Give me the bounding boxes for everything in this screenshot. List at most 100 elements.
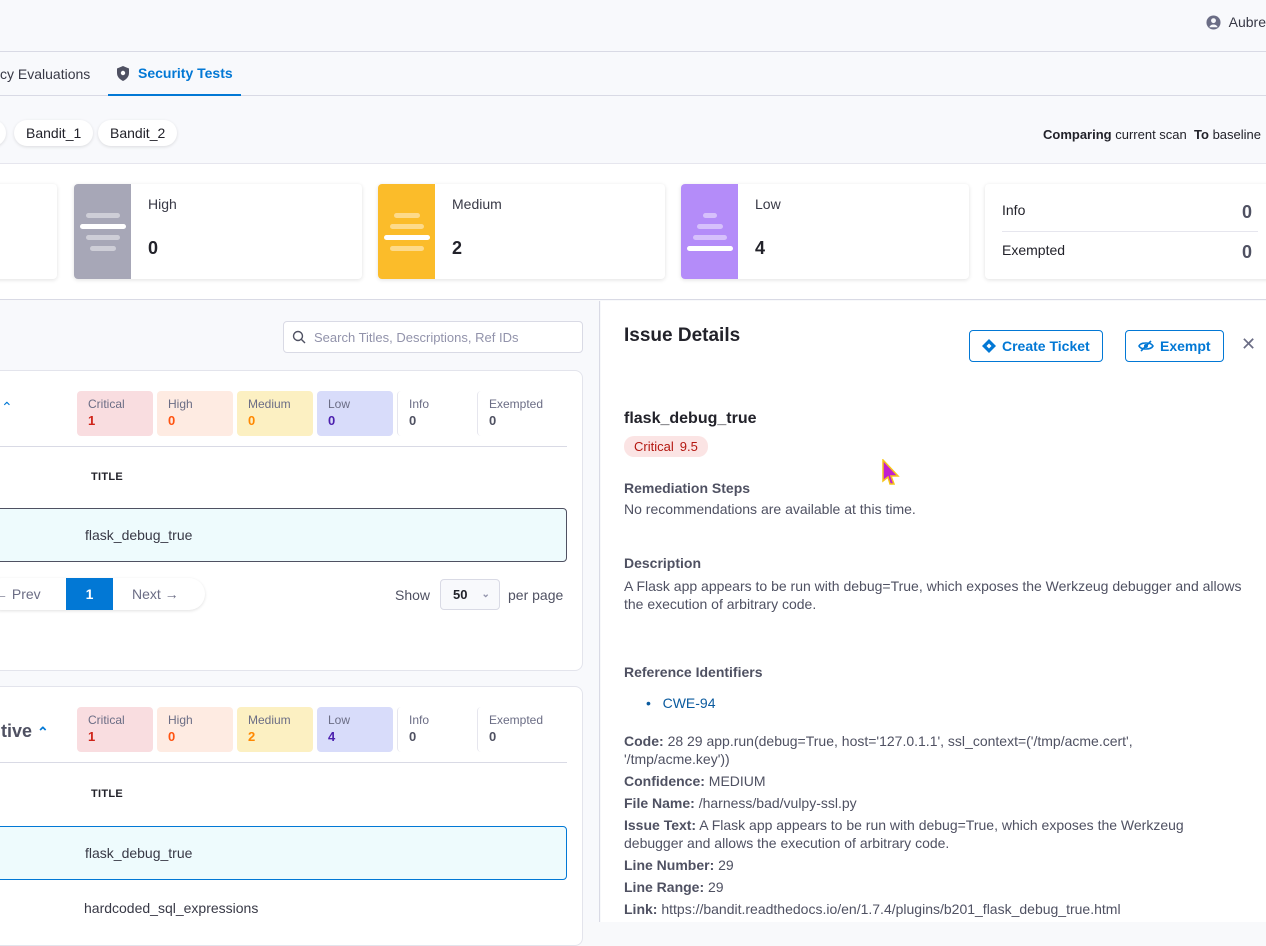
section-title: tive ⌃ (1, 721, 49, 741)
pagination: ← Prev 1 Next → (0, 578, 205, 610)
page-1-button[interactable]: 1 (66, 578, 113, 610)
card-value: 4 (755, 238, 766, 258)
filter-pill[interactable] (0, 120, 6, 146)
pill-label: Bandit_1 (26, 125, 82, 141)
tab-label: Security Tests (138, 65, 233, 81)
user-circle-icon (1206, 14, 1221, 30)
severity-high-icon (74, 184, 131, 279)
per-page-label: per page (508, 587, 564, 603)
count-info: Info 0 (397, 391, 473, 436)
tab-bar: cy Evaluations Security Tests (0, 52, 1266, 96)
info-label: Info (1002, 202, 1026, 218)
summary-card-info-exempted[interactable]: Info 0 Exempted 0 (985, 184, 1266, 279)
search-placeholder: Search Titles, Descriptions, Ref IDs (314, 329, 519, 345)
count-low: Low 0 (317, 391, 393, 436)
eye-slash-icon (1138, 340, 1154, 352)
count-info: Info 0 (397, 707, 473, 752)
count-critical: Critical 1 (77, 707, 153, 752)
count-critical: Critical 1 (77, 391, 153, 436)
remediation-label: Remediation Steps (624, 480, 751, 496)
pill-label: Bandit_2 (110, 125, 166, 141)
issue-title: flask_debug_true (85, 527, 193, 543)
severity-badge: Critical 9.5 (624, 436, 708, 457)
field-issue-text: Issue Text: A Flask app appears to be ru… (624, 817, 1184, 851)
count-medium: Medium 0 (237, 391, 313, 436)
card-value: 0 (148, 238, 159, 258)
exempted-label: Exempted (1002, 242, 1066, 258)
column-header-title[interactable]: TITLE (91, 471, 124, 483)
reference-label: Reference Identifiers (624, 664, 763, 680)
per-page-select[interactable]: 50 ⌄ (440, 579, 500, 610)
create-ticket-button[interactable]: Create Ticket (969, 330, 1103, 362)
issue-title: flask_debug_true (85, 845, 193, 861)
filter-pill-bandit-2[interactable]: Bandit_2 (98, 120, 178, 146)
divider (1002, 231, 1258, 232)
filter-bar: Bandit_1 Bandit_2 Comparing current scan… (0, 96, 1266, 164)
tab-label: cy Evaluations (0, 66, 91, 82)
table-row[interactable]: flask_debug_true (0, 508, 567, 562)
summary-card-medium[interactable]: Medium 2 (378, 184, 665, 279)
count-high: High 0 (157, 707, 233, 752)
search-input[interactable]: Search Titles, Descriptions, Ref IDs (283, 321, 583, 353)
compare-current[interactable]: current scan (1115, 127, 1187, 142)
prev-button[interactable]: ← Prev (0, 586, 41, 602)
issue-title: hardcoded_sql_expressions (84, 900, 259, 916)
reference-link[interactable]: • CWE-94 (646, 695, 716, 711)
divider (0, 762, 567, 763)
divider (0, 446, 567, 447)
column-header-title[interactable]: TITLE (91, 788, 124, 800)
tab-security-tests[interactable]: Security Tests (108, 52, 241, 96)
table-row[interactable]: flask_debug_true (0, 826, 567, 880)
info-value: 0 (1242, 202, 1253, 222)
issues-section-active: tive ⌃ Critical 1 High 0 Medium 2 Low 4 Info… (0, 686, 583, 946)
count-exempted: Exempted 0 (477, 707, 553, 752)
chevron-down-icon: ⌄ (481, 589, 490, 600)
comparison-summary: Comparing current scan To baseline (1043, 127, 1261, 142)
show-label: Show (395, 587, 431, 603)
count-low: Low 4 (317, 707, 393, 752)
field-file-name: File Name: /harness/bad/vulpy-ssl.py (624, 795, 857, 811)
top-bar: Aubre (0, 0, 1266, 52)
compare-to-label: To (1194, 127, 1209, 142)
filter-pill-bandit-1[interactable]: Bandit_1 (14, 120, 94, 146)
field-code: Code: 28 29 app.run(debug=True, host='12… (624, 733, 1133, 767)
tab-policy-evaluations[interactable]: cy Evaluations (0, 52, 90, 96)
count-medium: Medium 2 (237, 707, 313, 752)
close-icon[interactable]: ✕ (1241, 334, 1257, 354)
field-line-range: Line Range: 29 (624, 879, 724, 895)
search-icon (292, 330, 306, 344)
summary-cards: High 0 Medium 2 Low 4 Info 0 Exempted 0 (0, 164, 1266, 300)
chevron-up-icon[interactable]: ⌃ (37, 724, 49, 740)
chevron-up-icon[interactable]: ⌃ (1, 399, 13, 415)
issues-list-panel: Search Titles, Descriptions, Ref IDs ⌃ C… (0, 301, 600, 946)
compare-label: Comparing (1042, 127, 1112, 142)
field-line-number: Line Number: 29 (624, 857, 734, 873)
issue-details-panel: Issue Details Create Ticket Exempt ✕ fla… (601, 301, 1266, 922)
issues-section-new: ⌃ Critical 1 High 0 Medium 0 Low 0 Info 0 Exe… (0, 370, 583, 671)
count-exempted: Exempted 0 (477, 391, 553, 436)
summary-card-critical[interactable] (0, 184, 57, 279)
mouse-cursor-icon (882, 458, 900, 488)
doc-link[interactable]: https://bandit.readthedocs.io/en/1.7.4/p… (661, 901, 1121, 917)
card-label: High (148, 196, 177, 212)
severity-low-icon (681, 184, 738, 279)
next-button[interactable]: Next → (132, 586, 179, 602)
table-row[interactable]: hardcoded_sql_expressions (84, 900, 258, 916)
exempted-value: 0 (1242, 242, 1253, 262)
remediation-text: No recommendations are available at this… (624, 501, 916, 517)
exempt-button[interactable]: Exempt (1125, 330, 1224, 362)
description-text: A Flask app appears to be run with debug… (624, 578, 1242, 612)
panel-title: Issue Details (624, 325, 741, 346)
card-value: 2 (452, 238, 463, 258)
card-label: Low (755, 196, 781, 212)
summary-card-low[interactable]: Low 4 (681, 184, 969, 279)
count-high: High 0 (157, 391, 233, 436)
field-confidence: Confidence: MEDIUM (624, 773, 766, 789)
shield-icon (117, 65, 129, 81)
user-name: Aubre (1228, 14, 1266, 30)
issue-name: flask_debug_true (624, 410, 757, 427)
summary-card-high[interactable]: High 0 (74, 184, 362, 279)
compare-baseline[interactable]: baseline (1212, 127, 1261, 142)
field-link: Link: https://bandit.readthedocs.io/en/1… (624, 901, 1121, 917)
user-menu[interactable]: Aubre (1206, 14, 1266, 30)
